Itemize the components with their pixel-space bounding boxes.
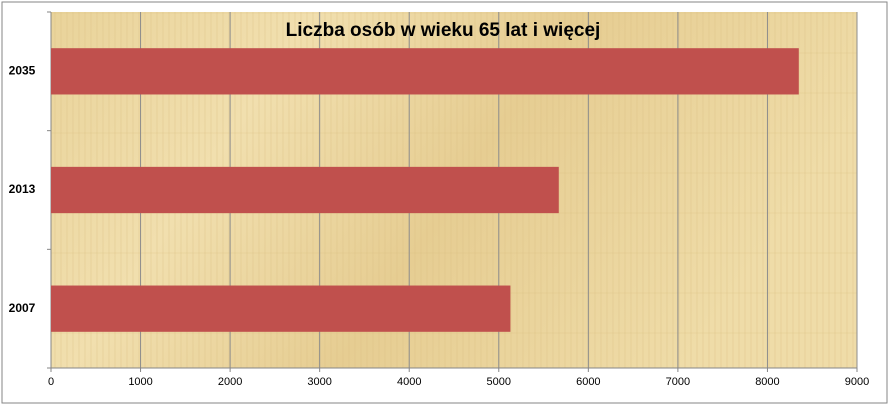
x-tick-label: 3000 [307, 376, 331, 388]
chart-title: Liczba osób w wieku 65 lat i więcej [286, 20, 601, 41]
x-tick-label: 0 [48, 376, 54, 388]
x-tick-label: 9000 [845, 376, 869, 388]
x-tick-label: 1000 [128, 376, 152, 388]
bar [51, 48, 799, 95]
y-tick-label: 2013 [9, 182, 36, 196]
x-tick-label: 5000 [487, 376, 511, 388]
x-tick-label: 7000 [666, 376, 690, 388]
x-tick-label: 6000 [576, 376, 600, 388]
x-tick-label: 4000 [397, 376, 421, 388]
x-tick-label: 2000 [218, 376, 242, 388]
bar [51, 166, 559, 214]
x-tick-label: 8000 [755, 376, 779, 388]
y-tick-label: 2007 [9, 301, 36, 315]
bar [51, 285, 511, 332]
y-tick-label: 2035 [9, 64, 36, 78]
